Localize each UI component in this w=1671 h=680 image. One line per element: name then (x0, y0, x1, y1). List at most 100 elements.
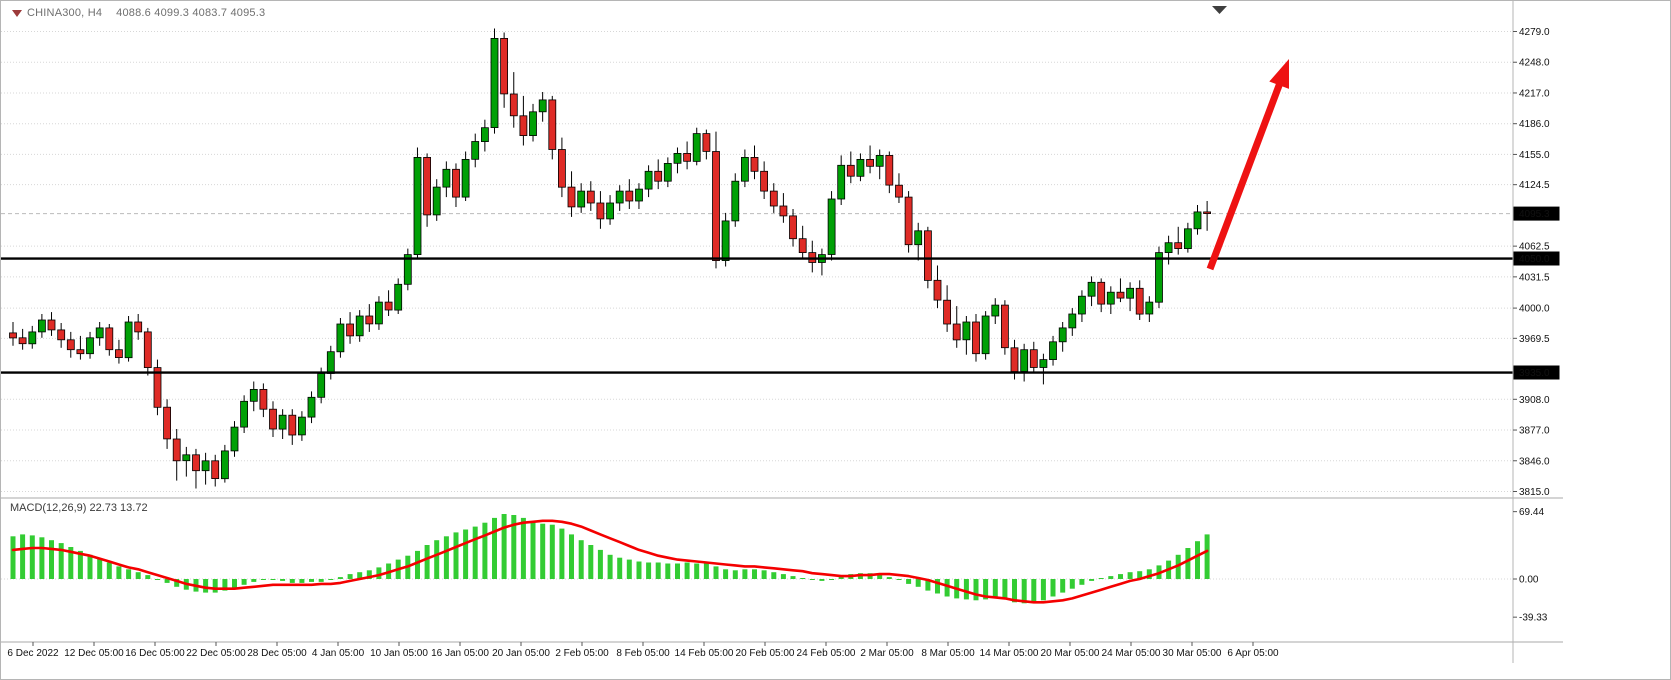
candle-body (211, 460, 220, 479)
trend-arrow-shaft (1206, 80, 1284, 271)
candle-body (789, 215, 797, 240)
candle-body (827, 198, 836, 255)
time-label: 16 Jan 05:00 (431, 648, 489, 659)
macd-bar (992, 579, 998, 598)
time-label: 4 Jan 05:00 (312, 648, 365, 659)
macd-bar (135, 572, 141, 579)
candle-body (663, 162, 672, 182)
candle-body (355, 315, 364, 337)
candle-body (278, 414, 287, 430)
candle (712, 131, 720, 269)
candle-body (346, 323, 355, 337)
candle-body (1020, 349, 1029, 372)
macd-bar (482, 522, 488, 579)
macd-bar (915, 579, 921, 587)
time-label: 22 Dec 05:00 (186, 648, 246, 659)
macd-bar (588, 545, 594, 579)
candle (644, 165, 653, 198)
candle-body (1087, 281, 1096, 297)
macd-bar (309, 579, 314, 582)
candle-body (779, 205, 788, 217)
candle-body (461, 158, 470, 198)
macd-bar (164, 579, 170, 583)
macd-bar (1089, 579, 1095, 581)
chart-shift-marker[interactable] (1212, 6, 1227, 14)
macd-bar (636, 561, 642, 579)
candle (692, 127, 701, 166)
macd-bar (49, 540, 54, 579)
candle (663, 157, 672, 188)
candle (394, 278, 403, 314)
macd-bar (1204, 534, 1210, 579)
candle-body (991, 304, 1000, 317)
macd-bar (1118, 574, 1123, 579)
macd-bar (617, 557, 623, 579)
macd-bar (944, 579, 950, 597)
candle (731, 173, 740, 227)
candle (297, 411, 306, 441)
macd-bar (935, 579, 940, 594)
macd-bar (723, 569, 729, 579)
candle (38, 314, 46, 338)
chart-title: CHINA300, H4 4088.6 4099.3 4083.7 4095.3 (27, 7, 265, 19)
trend-arrow[interactable] (1206, 59, 1289, 271)
candle-body (259, 388, 268, 410)
macd-bar (10, 536, 16, 579)
candle (346, 312, 355, 344)
candle-body (230, 426, 239, 452)
candle (933, 265, 942, 309)
candle (1126, 282, 1134, 312)
candle (9, 322, 17, 346)
time-axis[interactable]: 6 Dec 2022 12 Dec 05:00 16 Dec 05:00 22 Dec… (7, 642, 1279, 659)
time-label: 10 Jan 05:00 (370, 648, 428, 659)
candle (981, 311, 990, 360)
candle-body (567, 186, 576, 208)
candle-body (471, 141, 480, 160)
macd-bar (1127, 572, 1133, 579)
candle (635, 183, 643, 209)
macd-bar (973, 579, 979, 601)
price-badge (1513, 206, 1560, 221)
macd-bar (251, 579, 257, 582)
candle (567, 171, 576, 217)
macd-bar (540, 523, 546, 579)
macd-bar (366, 570, 372, 579)
candle-body (124, 321, 133, 359)
candle (143, 327, 152, 376)
macd-bar (877, 574, 883, 579)
candle (259, 383, 268, 418)
candle-body (220, 450, 229, 480)
candle-body (403, 254, 412, 285)
macd-bar (347, 574, 353, 579)
candle (288, 409, 297, 445)
macd-bar (415, 550, 420, 579)
price-axis[interactable]: 4279.0 4248.0 4217.0 4186.0 4155.0 4124.5 4062… (1513, 27, 1560, 624)
candle-body (143, 331, 152, 368)
candle (529, 103, 537, 142)
candle (403, 248, 412, 291)
ohlc-readout: 4088.6 4099.3 4083.7 4095.3 (116, 7, 266, 19)
macd-bar (1108, 576, 1114, 579)
candle (904, 191, 913, 253)
candle (1135, 280, 1144, 320)
price-tick-label: 3846.0 (1519, 456, 1550, 467)
candle-body (163, 406, 172, 440)
candle-body (374, 301, 383, 325)
candle-body (702, 133, 711, 152)
candle-body (153, 367, 162, 408)
candle (1184, 222, 1192, 253)
candle-body (326, 351, 335, 374)
time-label: 6 Dec 2022 (7, 648, 59, 659)
macd-bar (463, 529, 469, 579)
macd-bar (357, 572, 363, 579)
candle-body (240, 400, 249, 428)
symbol-dropdown-icon[interactable] (12, 10, 22, 17)
candle (1078, 290, 1086, 322)
candle-body (1010, 347, 1019, 372)
candle (1068, 308, 1077, 336)
macd-bar (761, 570, 767, 579)
candle-body (837, 164, 846, 200)
candle (76, 335, 85, 360)
candle-body (538, 99, 547, 113)
